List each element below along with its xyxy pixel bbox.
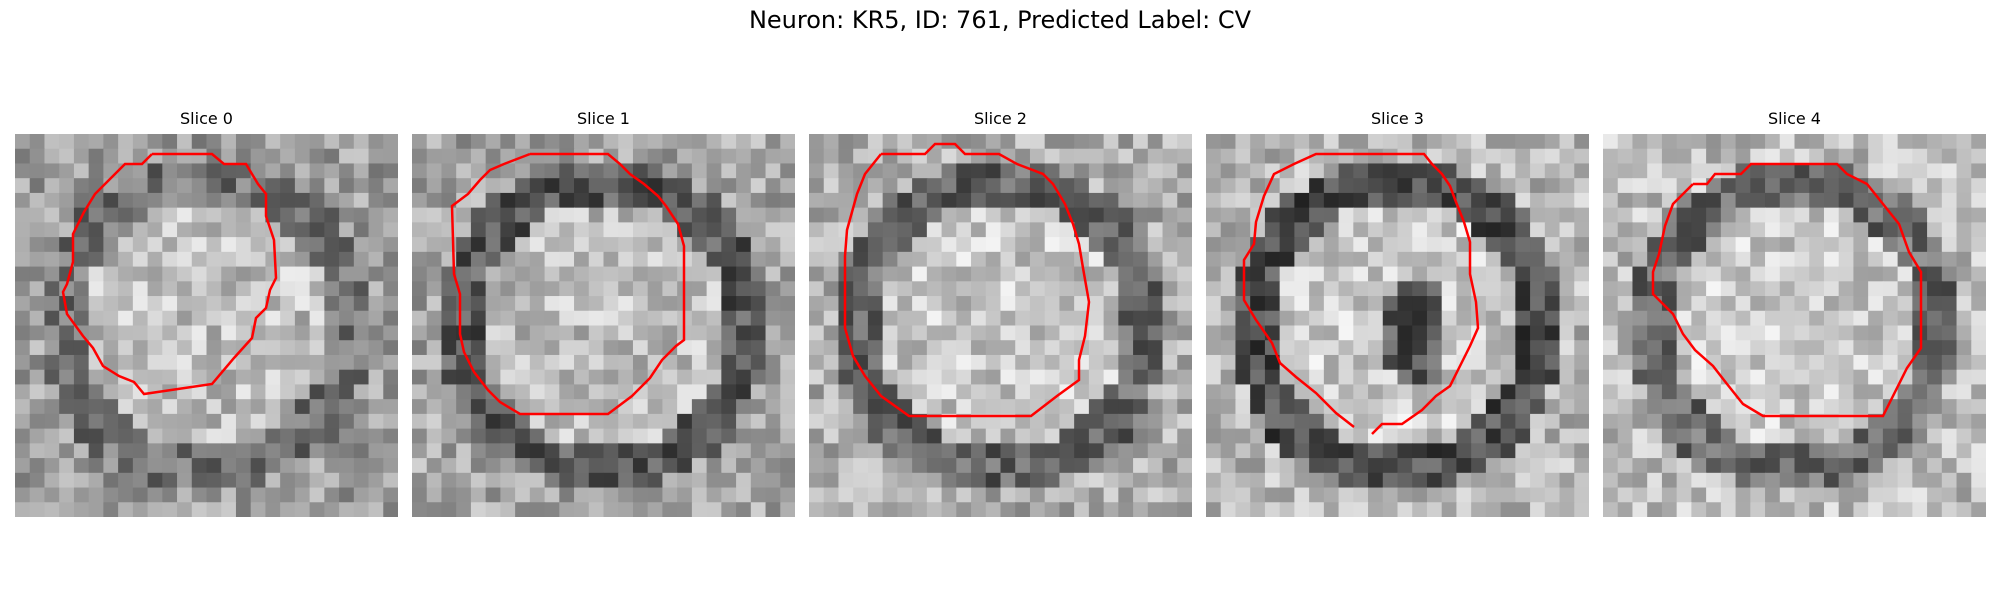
- slice-image-2: [809, 134, 1192, 517]
- segmentation-contour-0: [61, 152, 278, 396]
- slice-title-4: Slice 4: [1768, 109, 1821, 128]
- slice-image-1: [412, 134, 795, 517]
- slice-title-1: Slice 1: [577, 109, 630, 128]
- slice-panel-1: Slice 1: [412, 108, 795, 517]
- slice-image-4: [1603, 134, 1986, 517]
- slice-pixels-0: [15, 134, 398, 517]
- segmentation-contour-1: [450, 152, 686, 416]
- slice-panel-3: Slice 3: [1206, 108, 1589, 517]
- slice-pixels-1: [412, 134, 795, 517]
- slice-image-0: [15, 134, 398, 517]
- segmentation-contour-3: [1242, 152, 1480, 435]
- slice-pixels-4: [1603, 134, 1986, 517]
- segmentation-contour-4: [1651, 162, 1923, 418]
- slice-title-0: Slice 0: [180, 109, 233, 128]
- slice-panel-4: Slice 4: [1603, 108, 1986, 517]
- slice-panel-2: Slice 2: [809, 108, 1192, 517]
- slice-title-2: Slice 2: [974, 109, 1027, 128]
- figure-title: Neuron: KR5, ID: 761, Predicted Label: C…: [748, 6, 1252, 34]
- slice-image-3: [1206, 134, 1589, 517]
- segmentation-contour-2: [843, 142, 1091, 418]
- slice-pixels-2: [809, 134, 1192, 517]
- slice-panel-0: Slice 0: [15, 108, 398, 517]
- slice-title-3: Slice 3: [1371, 109, 1424, 128]
- slice-pixels-3: [1206, 134, 1589, 517]
